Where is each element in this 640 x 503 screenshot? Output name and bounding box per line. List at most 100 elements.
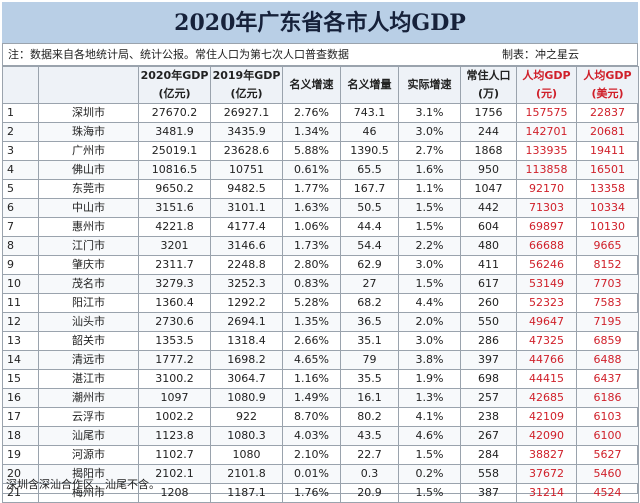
nominal-increase: 1390.5	[340, 141, 399, 161]
table-row: 9 肇庆市 2311.7 2248.8 2.80% 62.9 3.0% 411 56246 815…	[2, 255, 639, 275]
row-index: 13	[2, 331, 39, 351]
row-index: 9	[2, 255, 39, 275]
per-capita-usd: 20681	[576, 122, 639, 142]
header-nominal-growth: 名义增速	[282, 66, 341, 104]
population: 950	[460, 160, 517, 180]
row-index: 3	[2, 141, 39, 161]
population: 244	[460, 122, 517, 142]
header-gdp-2019: 2019年GDP (亿元)	[210, 66, 283, 104]
author-note: 制表：冲之星云	[502, 48, 579, 61]
real-growth: 1.9%	[398, 369, 461, 389]
row-index: 10	[2, 274, 39, 294]
city-name: 中山市	[38, 198, 139, 218]
per-capita-cny: 157575	[516, 103, 577, 123]
real-growth: 1.5%	[398, 483, 461, 503]
gdp-2019: 922	[210, 407, 283, 427]
city-name: 江门市	[38, 236, 139, 256]
gdp-2020: 2730.6	[138, 312, 211, 332]
row-index: 5	[2, 179, 39, 199]
per-capita-cny: 42109	[516, 407, 577, 427]
population: 1868	[460, 141, 517, 161]
nominal-growth: 8.70%	[282, 407, 341, 427]
table-row: 13 韶关市 1353.5 1318.4 2.66% 35.1 3.0% 286 47325 68…	[2, 331, 639, 351]
real-growth: 3.0%	[398, 255, 461, 275]
row-index: 7	[2, 217, 39, 237]
row-index: 2	[2, 122, 39, 142]
nominal-growth: 1.34%	[282, 122, 341, 142]
per-capita-usd: 5627	[576, 445, 639, 465]
nominal-growth: 2.66%	[282, 331, 341, 351]
per-capita-usd: 13358	[576, 179, 639, 199]
nominal-increase: 743.1	[340, 103, 399, 123]
table-row: 4 佛山市 10816.5 10751 0.61% 65.5 1.6% 950 113858 16…	[2, 160, 639, 180]
gdp-2020: 1097	[138, 388, 211, 408]
nominal-increase: 46	[340, 122, 399, 142]
per-capita-usd: 6859	[576, 331, 639, 351]
nominal-growth: 1.06%	[282, 217, 341, 237]
row-index: 6	[2, 198, 39, 218]
gdp-2019: 3435.9	[210, 122, 283, 142]
city-name: 东莞市	[38, 179, 139, 199]
row-index: 17	[2, 407, 39, 427]
per-capita-usd: 6100	[576, 426, 639, 446]
header-nominal-increase: 名义增量	[340, 66, 399, 104]
real-growth: 3.0%	[398, 122, 461, 142]
nominal-growth: 1.73%	[282, 236, 341, 256]
gdp-2020: 3279.3	[138, 274, 211, 294]
city-name: 茂名市	[38, 274, 139, 294]
gdp-table: 2020年GDP (亿元) 2019年GDP (亿元) 名义增速 名义增量 实际增速…	[2, 66, 639, 503]
header-gdp-2020: 2020年GDP (亿元)	[138, 66, 211, 104]
per-capita-cny: 38827	[516, 445, 577, 465]
gdp-2019: 4177.4	[210, 217, 283, 237]
real-growth: 3.0%	[398, 331, 461, 351]
per-capita-cny: 92170	[516, 179, 577, 199]
gdp-2020: 1777.2	[138, 350, 211, 370]
nominal-growth: 0.01%	[282, 464, 341, 484]
gdp-2020: 27670.2	[138, 103, 211, 123]
nominal-increase: 79	[340, 350, 399, 370]
real-growth: 1.5%	[398, 198, 461, 218]
population: 411	[460, 255, 517, 275]
per-capita-cny: 37672	[516, 464, 577, 484]
per-capita-usd: 6186	[576, 388, 639, 408]
row-index: 8	[2, 236, 39, 256]
gdp-2019: 1698.2	[210, 350, 283, 370]
gdp-2019: 23628.6	[210, 141, 283, 161]
nominal-increase: 65.5	[340, 160, 399, 180]
gdp-2020: 2311.7	[138, 255, 211, 275]
real-growth: 2.0%	[398, 312, 461, 332]
real-growth: 3.1%	[398, 103, 461, 123]
per-capita-cny: 44415	[516, 369, 577, 389]
nominal-growth: 5.88%	[282, 141, 341, 161]
nominal-increase: 44.4	[340, 217, 399, 237]
real-growth: 1.5%	[398, 217, 461, 237]
per-capita-cny: 56246	[516, 255, 577, 275]
real-growth: 4.4%	[398, 293, 461, 313]
nominal-growth: 4.65%	[282, 350, 341, 370]
nominal-increase: 68.2	[340, 293, 399, 313]
city-name: 阳江市	[38, 293, 139, 313]
table-body: 1 深圳市 27670.2 26927.1 2.76% 743.1 3.1% 1756 1575…	[2, 103, 639, 503]
population: 480	[460, 236, 517, 256]
table-row: 5 东莞市 9650.2 9482.5 1.77% 167.7 1.1% 1047 92170 1…	[2, 179, 639, 199]
row-index: 19	[2, 445, 39, 465]
per-capita-usd: 16501	[576, 160, 639, 180]
city-name: 肇庆市	[38, 255, 139, 275]
table-row: 15 湛江市 3100.2 3064.7 1.16% 35.5 1.9% 698 44415 64…	[2, 369, 639, 389]
city-name: 广州市	[38, 141, 139, 161]
gdp-2019: 1080	[210, 445, 283, 465]
city-name: 云浮市	[38, 407, 139, 427]
nominal-increase: 35.5	[340, 369, 399, 389]
per-capita-cny: 44766	[516, 350, 577, 370]
page-title: 2020年广东省各市人均GDP	[2, 2, 638, 44]
per-capita-cny: 49647	[516, 312, 577, 332]
per-capita-usd: 19411	[576, 141, 639, 161]
per-capita-cny: 47325	[516, 331, 577, 351]
gdp-2020: 3100.2	[138, 369, 211, 389]
footer-note: 深圳含深汕合作区，汕尾不含。	[6, 478, 160, 491]
population: 1047	[460, 179, 517, 199]
per-capita-usd: 6437	[576, 369, 639, 389]
nominal-increase: 35.1	[340, 331, 399, 351]
nominal-growth: 1.76%	[282, 483, 341, 503]
per-capita-cny: 133935	[516, 141, 577, 161]
